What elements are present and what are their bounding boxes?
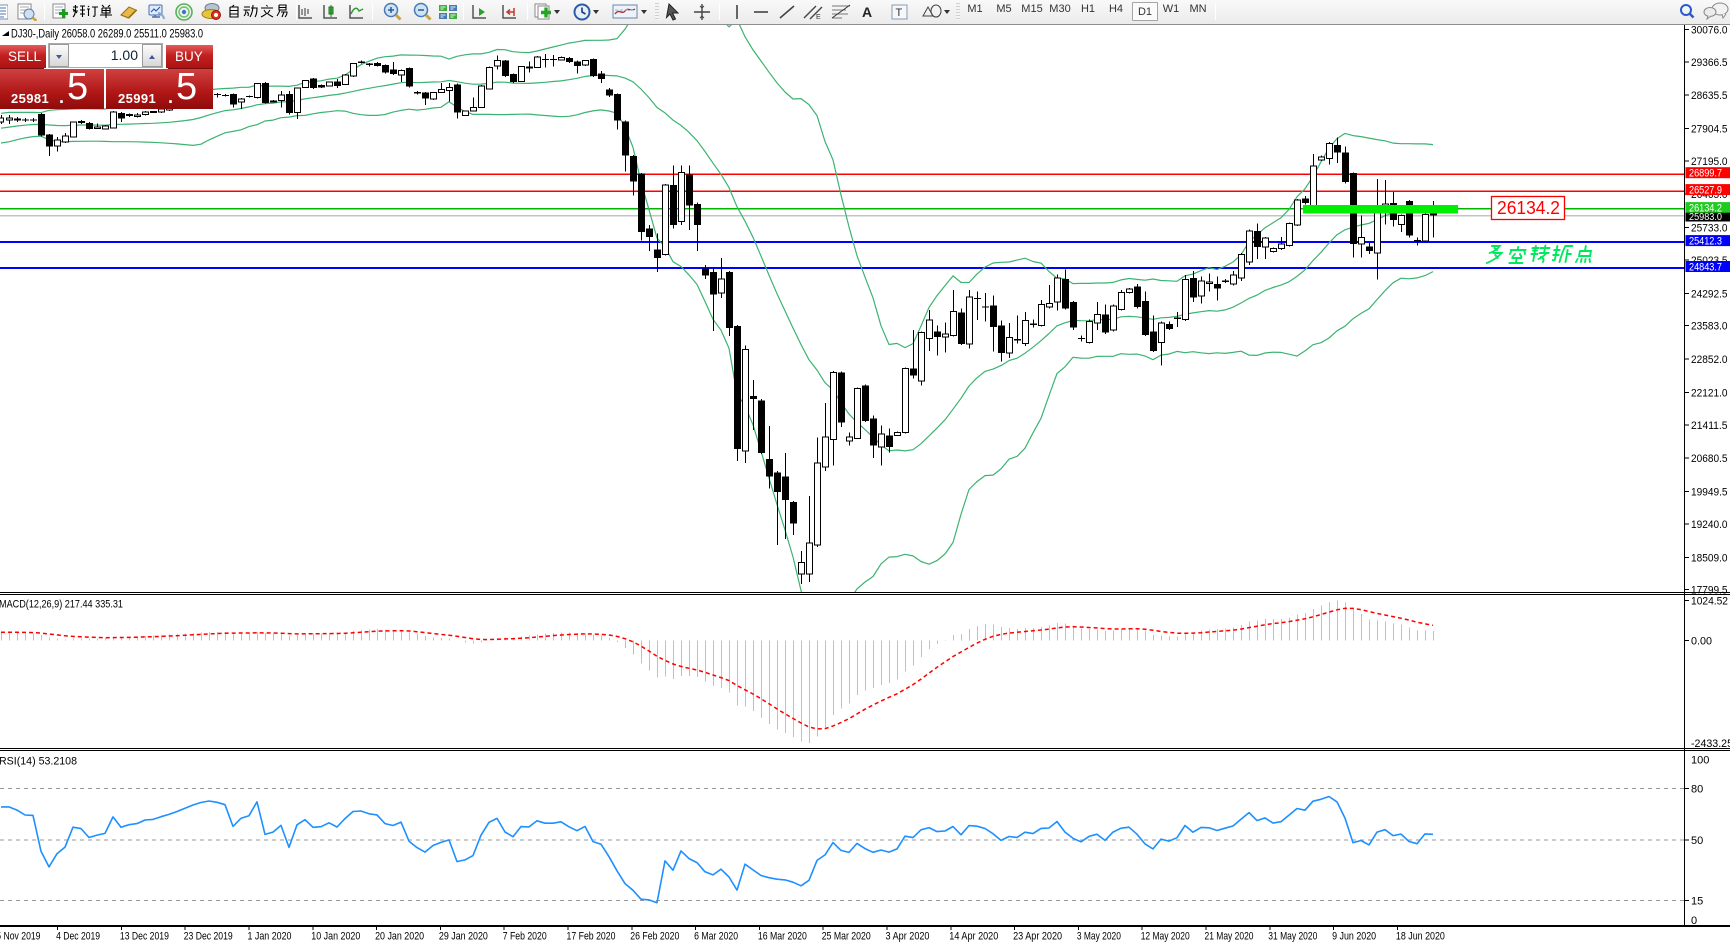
svg-text:22852.0: 22852.0	[1691, 354, 1728, 366]
svg-text:17 Feb 2020: 17 Feb 2020	[567, 931, 616, 943]
svg-text:MACD(12,26,9) 217.44 335.31: MACD(12,26,9) 217.44 335.31	[0, 599, 123, 611]
svg-text:0.00: 0.00	[1691, 636, 1712, 648]
svg-text:DJ30-,Daily 26058.0 26289.0 2: DJ30-,Daily 26058.0 26289.0 25511.0 2598…	[11, 27, 203, 41]
svg-text:27195.0: 27195.0	[1691, 156, 1728, 168]
svg-text:26 Feb 2020: 26 Feb 2020	[630, 931, 679, 943]
svg-text:1024.52: 1024.52	[1691, 596, 1728, 608]
svg-text:26527.9: 26527.9	[1689, 185, 1722, 197]
svg-text:25983.0: 25983.0	[1689, 212, 1723, 223]
svg-text:22121.0: 22121.0	[1691, 388, 1728, 400]
svg-text:4 Dec 2019: 4 Dec 2019	[56, 931, 100, 943]
svg-text:28635.5: 28635.5	[1691, 90, 1728, 102]
svg-text:13 Dec 2019: 13 Dec 2019	[120, 931, 169, 943]
svg-text:31 May 2020: 31 May 2020	[1268, 931, 1317, 943]
svg-text:29366.5: 29366.5	[1691, 57, 1728, 69]
svg-text:25 Mar 2020: 25 Mar 2020	[822, 931, 871, 943]
svg-text:50: 50	[1691, 835, 1703, 847]
svg-text:21411.5: 21411.5	[1691, 420, 1728, 432]
svg-text:25412.3: 25412.3	[1689, 236, 1722, 248]
svg-text:25 Nov 2019: 25 Nov 2019	[0, 931, 41, 943]
svg-text:18 Jun 2020: 18 Jun 2020	[1396, 931, 1445, 943]
svg-text:3 Apr 2020: 3 Apr 2020	[886, 931, 930, 943]
svg-text:-2433.25: -2433.25	[1691, 738, 1730, 750]
svg-text:E: E	[816, 14, 821, 21]
svg-text:9 Jun 2020: 9 Jun 2020	[1332, 931, 1376, 943]
svg-text:6 Mar 2020: 6 Mar 2020	[694, 931, 738, 943]
svg-text:30076.0: 30076.0	[1691, 24, 1728, 36]
svg-text:19240.0: 19240.0	[1691, 519, 1728, 531]
svg-text:20680.5: 20680.5	[1691, 453, 1728, 465]
svg-text:3 May 2020: 3 May 2020	[1077, 931, 1121, 943]
svg-text:23 Apr 2020: 23 Apr 2020	[1013, 931, 1062, 943]
svg-text:23583.0: 23583.0	[1691, 321, 1728, 333]
svg-text:26899.7: 26899.7	[1689, 168, 1722, 180]
svg-text:25733.0: 25733.0	[1691, 223, 1728, 235]
svg-text:80: 80	[1691, 784, 1703, 796]
svg-text:24292.5: 24292.5	[1691, 288, 1728, 300]
svg-text:26134.2: 26134.2	[1497, 197, 1560, 218]
svg-text:T: T	[896, 7, 903, 19]
svg-text:10 Jan 2020: 10 Jan 2020	[311, 931, 360, 943]
svg-text:0: 0	[1691, 915, 1697, 927]
svg-text:7 Feb 2020: 7 Feb 2020	[503, 931, 547, 943]
svg-text:100: 100	[1691, 754, 1709, 766]
svg-text:18509.0: 18509.0	[1691, 552, 1728, 564]
svg-text:1 Jan 2020: 1 Jan 2020	[248, 931, 292, 943]
svg-text:24843.7: 24843.7	[1689, 262, 1722, 274]
svg-text:23 Dec 2019: 23 Dec 2019	[184, 931, 233, 943]
svg-text:16 Mar 2020: 16 Mar 2020	[758, 931, 807, 943]
svg-text:27904.5: 27904.5	[1691, 124, 1728, 136]
svg-text:15: 15	[1691, 895, 1703, 907]
svg-text:29 Jan 2020: 29 Jan 2020	[439, 931, 488, 943]
svg-text:20 Jan 2020: 20 Jan 2020	[375, 931, 424, 943]
svg-text:RSI(14) 53.2108: RSI(14) 53.2108	[0, 756, 77, 768]
svg-text:12 May 2020: 12 May 2020	[1141, 931, 1190, 943]
svg-text:14 Apr 2020: 14 Apr 2020	[949, 931, 998, 943]
svg-text:19949.5: 19949.5	[1691, 487, 1728, 499]
svg-text:21 May 2020: 21 May 2020	[1205, 931, 1254, 943]
